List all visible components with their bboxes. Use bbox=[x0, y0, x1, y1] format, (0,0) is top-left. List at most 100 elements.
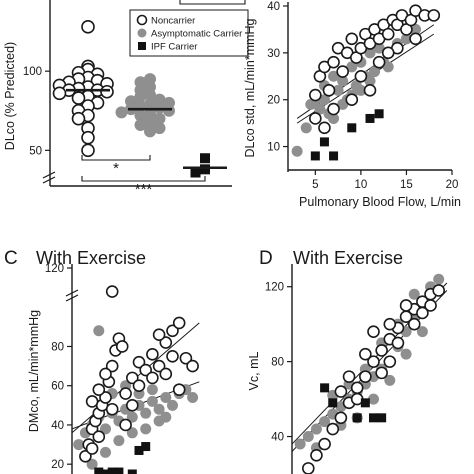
series-1-point bbox=[410, 23, 422, 35]
series-0-point bbox=[92, 430, 106, 444]
series-0-point bbox=[166, 349, 179, 363]
series-0-point bbox=[381, 27, 395, 41]
series-1-point bbox=[146, 395, 158, 407]
series-0-point bbox=[326, 422, 340, 436]
series-1-point bbox=[153, 415, 165, 427]
series-0-point bbox=[132, 355, 146, 369]
significance-bracket bbox=[179, 0, 246, 5]
series-1-point bbox=[160, 391, 172, 403]
y-tick-label: 60 bbox=[51, 381, 64, 393]
series-1-point bbox=[318, 94, 330, 106]
series-0-point bbox=[152, 359, 166, 373]
series-1-point bbox=[140, 407, 152, 419]
series-0-point bbox=[309, 88, 322, 102]
series-1-point bbox=[400, 348, 412, 360]
series-1-point bbox=[364, 75, 376, 87]
x-axis-label: Pulmonary Blood Flow, L/min bbox=[299, 195, 461, 209]
axis-break bbox=[42, 171, 56, 179]
legend-entry: Noncarrier bbox=[151, 16, 195, 27]
group-0-point bbox=[100, 84, 114, 99]
y-axis-label: DLco (% Predicted) bbox=[3, 42, 17, 150]
series-1-point bbox=[73, 439, 85, 451]
legend-marker bbox=[138, 42, 146, 50]
series-0-point bbox=[172, 316, 186, 330]
y-tick-label: 10 bbox=[267, 142, 280, 154]
series-0-point bbox=[309, 112, 322, 125]
series-2-point bbox=[134, 445, 144, 455]
legend-entry: Asymptomatic Carrier bbox=[151, 29, 242, 40]
series-0-point bbox=[126, 371, 139, 385]
series-0-point bbox=[345, 32, 359, 46]
series-0-point bbox=[302, 462, 315, 474]
y-tick-label: 40 bbox=[267, 1, 280, 13]
legend-marker bbox=[136, 14, 148, 26]
series-0-point bbox=[92, 383, 106, 396]
series-0-point bbox=[336, 65, 349, 78]
series-1-point bbox=[305, 98, 317, 110]
legend-marker bbox=[137, 28, 147, 38]
series-0-point bbox=[146, 371, 159, 385]
series-0-point bbox=[432, 284, 446, 297]
series-2-point bbox=[107, 467, 117, 474]
series-1-point bbox=[382, 61, 394, 73]
series-0-point bbox=[105, 285, 119, 298]
series-0-point bbox=[139, 363, 152, 377]
series-1-point bbox=[140, 423, 152, 435]
axis-break bbox=[65, 289, 79, 297]
y-tick-label: 40 bbox=[51, 420, 64, 432]
series-0-point bbox=[354, 69, 368, 83]
group-0-point bbox=[81, 130, 95, 145]
series-2-point bbox=[360, 398, 370, 408]
series-1-point bbox=[337, 98, 349, 110]
series-1-point bbox=[408, 288, 420, 300]
series-0-point bbox=[367, 355, 380, 368]
series-0-point bbox=[115, 340, 129, 353]
series-0-point bbox=[391, 336, 405, 350]
series-0-point bbox=[85, 442, 99, 455]
series-1-point bbox=[146, 384, 158, 396]
series-0-point bbox=[375, 344, 388, 357]
series-1-point bbox=[364, 47, 376, 59]
series-1-point bbox=[433, 273, 445, 285]
series-0-point bbox=[334, 411, 348, 425]
series-1-point bbox=[400, 33, 412, 45]
group-1-point bbox=[134, 119, 147, 131]
series-2-point bbox=[101, 469, 110, 474]
series-2-point bbox=[114, 467, 124, 474]
panel-a: 50100150DLco (% Predicted)****Noncarrier… bbox=[3, 0, 249, 198]
axis-break bbox=[42, 176, 56, 184]
series-1-point bbox=[346, 61, 358, 73]
panel-letter: C bbox=[4, 248, 18, 269]
series-1-point bbox=[328, 70, 340, 82]
plot-area bbox=[292, 273, 448, 474]
series-2-point bbox=[141, 442, 151, 452]
legend: Noncarrier Asymptomatic Carrier IPF Carrie… bbox=[129, 9, 249, 57]
group-1-point bbox=[153, 122, 166, 135]
series-1-point bbox=[153, 403, 165, 415]
group-1-point bbox=[144, 125, 156, 138]
y-tick-label: 30 bbox=[267, 48, 280, 60]
series-0-point bbox=[318, 437, 331, 451]
group-1-point bbox=[153, 112, 166, 125]
significance-label: *** bbox=[135, 181, 153, 198]
x-tick-label: 20 bbox=[446, 179, 459, 191]
series-2-point bbox=[347, 123, 357, 133]
y-tick-label: 40 bbox=[271, 432, 284, 444]
series-1-point bbox=[368, 393, 379, 405]
series-0-point bbox=[105, 359, 119, 373]
series-2-point bbox=[374, 109, 384, 119]
series-1-point bbox=[86, 458, 98, 470]
y-tick-label: 100 bbox=[23, 66, 42, 78]
y-tick-label: 120 bbox=[265, 282, 284, 294]
group-0-point bbox=[81, 143, 95, 158]
series-1-point bbox=[328, 112, 340, 124]
series-0-point bbox=[126, 399, 139, 412]
plot-area bbox=[291, 4, 441, 161]
series-1-point bbox=[384, 374, 396, 386]
group-1-point bbox=[163, 104, 175, 117]
series-1-point bbox=[314, 103, 326, 115]
group-1-point bbox=[144, 115, 156, 128]
series-0-point bbox=[363, 84, 377, 97]
group-1-point bbox=[134, 90, 147, 103]
series-2-point bbox=[127, 469, 137, 474]
